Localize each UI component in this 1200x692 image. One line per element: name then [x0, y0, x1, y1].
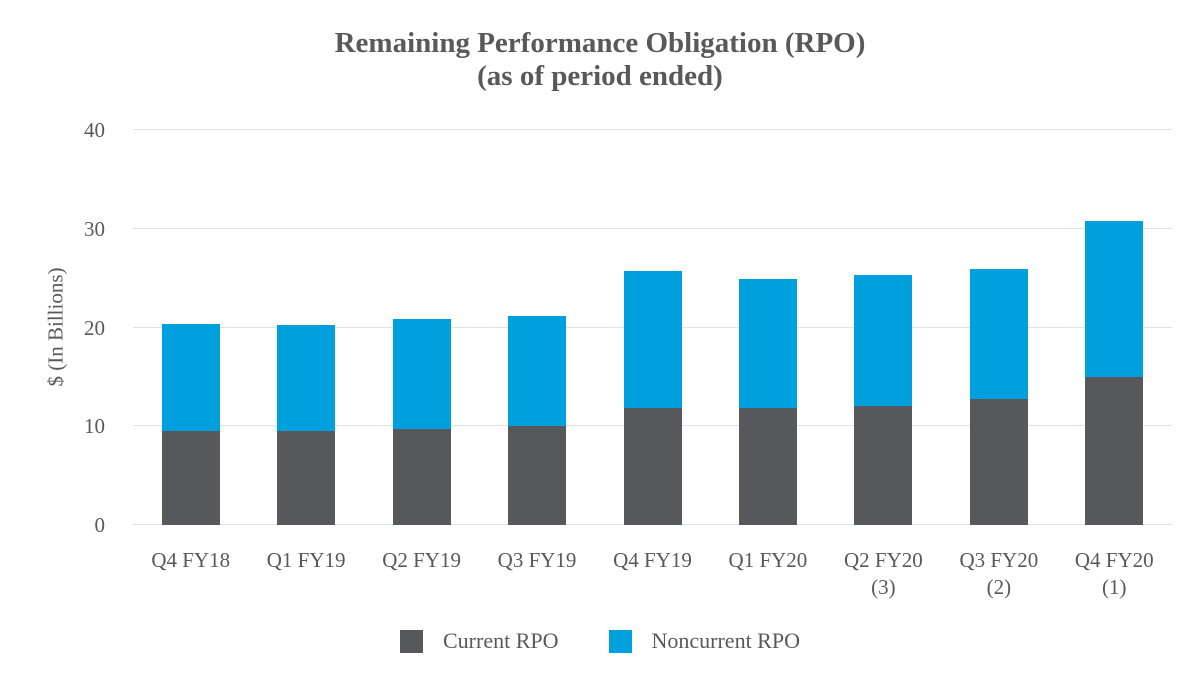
- bar-noncurrent-segment: [277, 324, 336, 432]
- bar-noncurrent-segment: [969, 269, 1028, 399]
- bar-current-segment: [1085, 376, 1144, 525]
- plot-area: Q4 FY18 Q1 FY19 Q2 FY19 Q3 FY19 Q4 FY19 Q1 FY…: [133, 129, 1172, 599]
- y-tick-label-40: 40: [84, 118, 105, 142]
- bar-current-segment: [508, 426, 567, 525]
- legend-swatch-icon: [608, 629, 632, 653]
- bar-noncurrent-segment: [854, 275, 913, 406]
- legend-swatch-icon: [400, 629, 423, 653]
- bar-noncurrent-segment: [738, 279, 797, 409]
- bar-noncurrent-segment: [392, 318, 451, 430]
- x-axis-label: Q2 FY19: [364, 547, 479, 574]
- legend-item: Current RPO: [400, 628, 559, 654]
- legend-label: Noncurrent RPO: [651, 628, 800, 653]
- bar-current-segment: [161, 431, 220, 525]
- x-axis-label: Q4 FY19: [595, 547, 710, 574]
- chart-title: Remaining Performance Obligation (RPO) (…: [0, 27, 1200, 93]
- x-axis-label-text: Q2 FY19: [382, 548, 461, 572]
- y-tick-label-20: 20: [84, 315, 105, 340]
- chart-title-line2: (as of period ended): [477, 60, 723, 92]
- x-axis-label: Q3 FY20 (2): [941, 547, 1056, 601]
- x-axis-label-text: Q2 FY20: [843, 548, 923, 572]
- bar-current-segment: [277, 431, 336, 525]
- y-axis-tick-labels: 0 10 20 30 40: [45, 118, 105, 537]
- gridline-40: [133, 129, 1172, 130]
- x-axis-label-text: Q3 FY19: [497, 548, 577, 572]
- bar-noncurrent-segment: [623, 271, 682, 408]
- bar-noncurrent-segment: [161, 323, 220, 432]
- x-axis-label: Q4 FY20 (1): [1057, 547, 1172, 601]
- legend-item: Noncurrent RPO: [608, 628, 800, 654]
- chart-title-line1: Remaining Performance Obligation (RPO): [334, 27, 866, 59]
- y-tick-label-30: 30: [84, 216, 105, 241]
- legend-label: Current RPO: [443, 628, 559, 653]
- x-axis-label-text: Q1 FY19: [266, 548, 346, 572]
- gridline-30: [133, 227, 1172, 229]
- y-tick-label-10: 10: [84, 414, 105, 439]
- x-axis-label-note: (3): [871, 575, 896, 599]
- x-axis-label-text: Q4 FY20: [1074, 548, 1154, 572]
- x-axis-label: Q4 FY18: [133, 547, 248, 574]
- bar-current-segment: [854, 405, 913, 525]
- bar-current-segment: [392, 429, 451, 525]
- x-axis-label-text: Q1 FY20: [728, 548, 808, 572]
- bar-noncurrent-segment: [1085, 220, 1144, 377]
- x-axis-label: Q1 FY20: [710, 547, 825, 574]
- bar-current-segment: [738, 408, 797, 525]
- x-axis-label: Q3 FY19: [479, 547, 594, 574]
- y-tick-label-0: 0: [94, 513, 106, 537]
- bar-noncurrent-segment: [508, 315, 567, 427]
- x-axis-label-text: Q3 FY20: [959, 548, 1039, 572]
- x-axis-label: Q1 FY19: [248, 547, 363, 574]
- x-axis-label-note: (2): [986, 575, 1012, 599]
- bar-current-segment: [969, 398, 1028, 525]
- x-axis-label-text: Q4 FY18: [151, 548, 231, 572]
- x-axis-label-note: (1): [1102, 575, 1127, 599]
- bar-current-segment: [623, 407, 682, 525]
- x-axis-label-text: Q4 FY19: [613, 548, 692, 572]
- legend: Current RPO Noncurrent RPO: [0, 628, 1200, 654]
- x-axis-label: Q2 FY20 (3): [826, 547, 941, 601]
